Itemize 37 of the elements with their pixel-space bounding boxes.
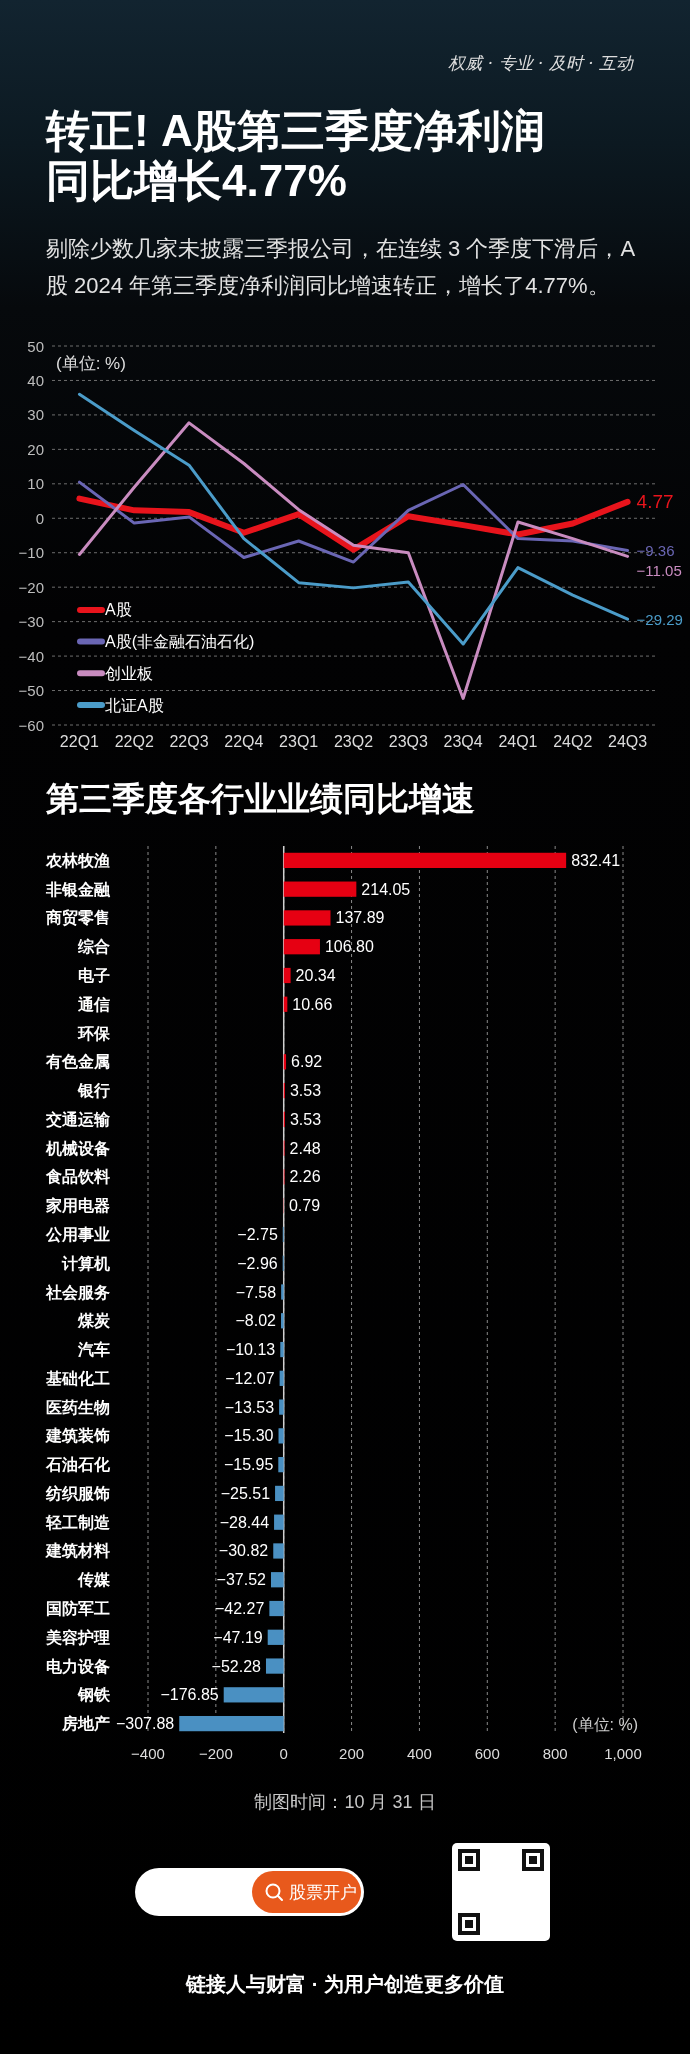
y-tick-label: 0 bbox=[35, 509, 44, 527]
y-tick-label: −20 bbox=[18, 578, 44, 596]
y-tick-label: 40 bbox=[27, 371, 44, 389]
x-tick-label: 23Q2 bbox=[333, 732, 374, 750]
x-tick-label: 22Q4 bbox=[224, 732, 264, 750]
x-tick-label: 24Q2 bbox=[553, 732, 593, 750]
y-tick-label: −10 bbox=[18, 544, 44, 562]
chart-title: 转正! A股第三季度净利润同比增长4.77% bbox=[45, 105, 545, 205]
y-tick-label: −60 bbox=[18, 716, 44, 734]
x-tick-label: 22Q3 bbox=[169, 732, 209, 750]
x-tick-label: 24Q3 bbox=[608, 732, 648, 750]
chart-subtitle: 剔除少数几家未披露三季报公司，在连续 3 个季度下滑后，A股 2024 年第三季度净利润同比增速转正，增长了4.77%。 bbox=[46, 235, 636, 298]
line-series bbox=[77, 421, 630, 700]
x-tick-label: 23Q4 bbox=[443, 732, 483, 750]
legend-label: A股 bbox=[105, 601, 132, 619]
y-tick-label: 50 bbox=[27, 337, 44, 355]
data-label: −11.05 bbox=[636, 562, 682, 580]
y-tick-label: −30 bbox=[18, 613, 44, 631]
y-axis-title: (单位: %) bbox=[56, 353, 126, 373]
y-tick-label: 10 bbox=[27, 475, 44, 493]
y-tick-label: −50 bbox=[18, 682, 44, 700]
legend-label: A股(非金融石油石化) bbox=[105, 633, 255, 651]
x-tick-label: 24Q1 bbox=[498, 732, 538, 750]
y-tick-label: −40 bbox=[18, 647, 44, 665]
x-tick-label: 23Q3 bbox=[388, 732, 428, 750]
line-series bbox=[77, 480, 630, 564]
y-tick-label: 20 bbox=[27, 440, 44, 458]
y-tick-label: 30 bbox=[27, 406, 44, 424]
legend-label: 北证A股 bbox=[105, 696, 164, 714]
data-label: −9.36 bbox=[636, 542, 675, 560]
x-tick-label: 23Q1 bbox=[279, 732, 319, 750]
text: 权威 · 专业 · 及时 · 互动 bbox=[448, 53, 634, 73]
legend-label: 创业板 bbox=[105, 664, 153, 682]
x-tick-label: 22Q2 bbox=[114, 732, 154, 750]
data-label: −29.29 bbox=[636, 610, 683, 628]
data-label: 4.77 bbox=[636, 491, 674, 513]
x-tick-label: 22Q1 bbox=[59, 732, 100, 750]
